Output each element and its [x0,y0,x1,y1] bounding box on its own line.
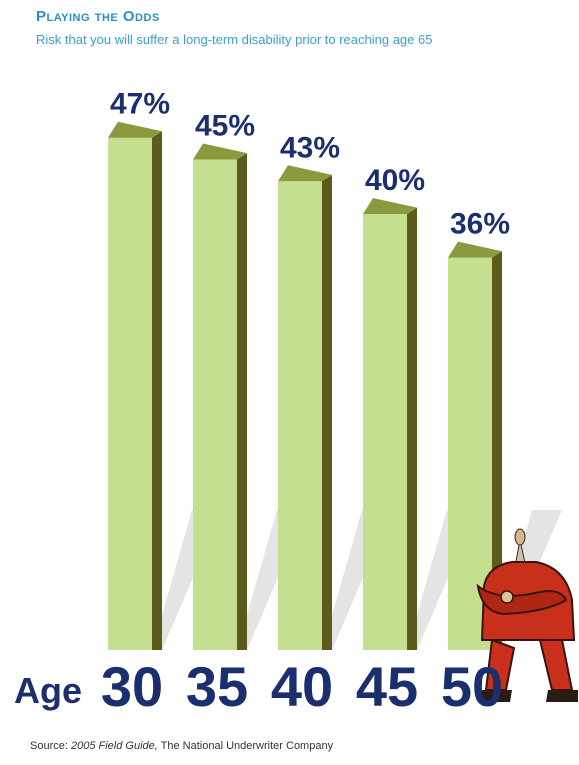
bar-value-label: 40% [365,164,425,197]
bar [278,165,332,651]
source-publication: 2005 Field Guide, [70,740,158,752]
bar [363,198,417,650]
bar-side [322,174,332,650]
x-tick-labels-group: 30 35 40 45 50 [101,655,503,718]
bar-top [278,165,332,182]
bar [193,143,247,650]
bar-top [363,198,417,214]
bar-front [193,159,237,650]
bar-side [407,207,417,650]
x-tick-label: 35 [186,655,248,718]
bar-value-label: 45% [195,110,255,143]
bar-top [448,241,502,258]
bar-top [108,121,162,138]
value-labels-group: 47% 45% 43% 40% 36% [110,88,510,241]
bar-side [237,153,247,650]
source-note: Source: 2005 Field Guide, The National U… [30,740,333,752]
businessman-arms-crossed-icon [476,528,578,702]
bar-value-label: 36% [450,208,510,241]
x-tick-label: 30 [101,655,163,718]
x-axis-label: Age [14,670,82,711]
bar-top [193,143,247,160]
bar-value-label: 47% [110,88,170,121]
bar-front [278,181,322,651]
x-tick-label: 40 [271,655,333,718]
bar-front [108,137,152,650]
bar [108,121,162,651]
source-publisher: The National Underwriter Company [157,740,334,752]
x-tick-label: 50 [441,655,503,718]
bars-group [108,121,502,651]
source-prefix: Source: [30,740,71,752]
bar-side [152,131,162,651]
bar-value-label: 43% [280,131,340,164]
bar-front [363,214,407,650]
bar [448,241,502,650]
bar-side [492,251,502,650]
chart-subtitle: Risk that you will suffer a long-term di… [36,32,433,47]
x-tick-label: 45 [356,655,418,718]
chart-title: Playing the Odds [36,8,160,25]
